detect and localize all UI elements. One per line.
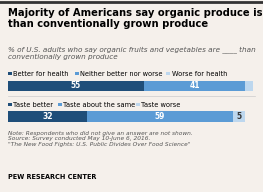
Text: Taste worse: Taste worse [141,102,180,108]
Text: 32: 32 [42,112,53,121]
Text: % of U.S. adults who say organic fruits and vegetables are ____ than
conventiona: % of U.S. adults who say organic fruits … [8,46,256,60]
FancyBboxPatch shape [87,111,233,122]
Text: PEW RESEARCH CENTER: PEW RESEARCH CENTER [8,175,96,180]
FancyBboxPatch shape [136,103,140,106]
FancyBboxPatch shape [8,72,12,75]
Text: 41: 41 [189,81,200,90]
Text: Note: Respondents who did not give an answer are not shown.
Source: Survey condu: Note: Respondents who did not give an an… [8,131,193,147]
FancyBboxPatch shape [8,111,87,122]
FancyBboxPatch shape [166,72,170,75]
Text: 55: 55 [71,81,81,90]
Text: Worse for health: Worse for health [172,71,227,77]
Text: Majority of Americans say organic produce is healthier
than conventionally grown: Majority of Americans say organic produc… [8,8,263,29]
Text: Taste about the same: Taste about the same [63,102,136,108]
FancyBboxPatch shape [144,81,245,91]
FancyBboxPatch shape [58,103,62,106]
Text: 5: 5 [236,112,242,121]
Text: 59: 59 [155,112,165,121]
FancyBboxPatch shape [75,72,79,75]
Text: Better for health: Better for health [13,71,69,77]
FancyBboxPatch shape [233,111,245,122]
FancyBboxPatch shape [8,81,144,91]
FancyBboxPatch shape [245,81,253,91]
Text: Neither better nor worse: Neither better nor worse [80,71,163,77]
FancyBboxPatch shape [8,103,12,106]
Text: Taste better: Taste better [13,102,53,108]
